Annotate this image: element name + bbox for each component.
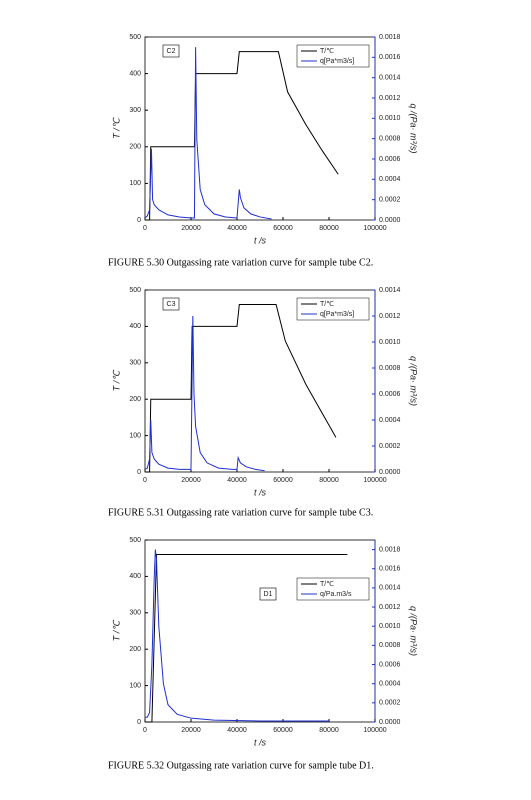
x-tick-label: 100000	[363, 477, 386, 484]
series-line	[144, 47, 272, 220]
x-tick-label: 60000	[273, 225, 293, 232]
annotation-box	[162, 44, 180, 58]
legend-label: q[Pa*m3/s]	[320, 58, 354, 65]
y-tick-label: 200	[129, 646, 141, 653]
annotation: D1	[264, 591, 273, 598]
y-tick-label: 400	[129, 573, 141, 580]
y-tick-label: 0	[137, 469, 141, 476]
y2-tick-label: 0.0014	[379, 75, 401, 82]
y-tick-label: 100	[129, 682, 141, 689]
y-axis-label: T /℃	[111, 117, 121, 138]
y2-tick-label: 0.0004	[379, 417, 401, 424]
x-tick-label: 100000	[363, 727, 386, 734]
y2-tick-label: 0.0000	[379, 217, 401, 224]
x-tick-label: 80000	[319, 225, 339, 232]
y2-tick-label: 0.0006	[379, 156, 401, 163]
y2-tick-label: 0.0016	[379, 566, 401, 573]
x-axis-label: t /s	[254, 487, 267, 497]
y-axis-label: T /℃	[111, 620, 121, 641]
x-tick-label: 20000	[181, 225, 201, 232]
annotation: C2	[167, 48, 176, 55]
figure-caption: FIGURE 5.31 Outgassing rate variation cu…	[108, 507, 373, 518]
y2-tick-label: 0.0008	[379, 365, 401, 372]
legend-label: T/℃	[320, 48, 334, 55]
x-tick-label: 100000	[363, 225, 386, 232]
y2-axis-label: q /(Pa· m³/s)	[409, 356, 419, 406]
y-axis-label: T /℃	[111, 370, 121, 391]
figure-caption: FIGURE 5.30 Outgassing rate variation cu…	[108, 257, 373, 268]
y2-tick-label: 0.0004	[379, 176, 401, 183]
x-tick-label: 40000	[227, 477, 247, 484]
y2-tick-label: 0.0006	[379, 661, 401, 668]
y2-tick-label: 0.0016	[379, 54, 401, 61]
y-tick-label: 0	[137, 719, 141, 726]
y2-tick-label: 0.0008	[379, 642, 401, 649]
series-line	[145, 549, 329, 722]
x-tick-label: 20000	[181, 727, 201, 734]
y2-tick-label: 0.0012	[379, 95, 401, 102]
y2-tick-label: 0.0012	[379, 604, 401, 611]
y2-tick-label: 0.0006	[379, 391, 401, 398]
x-tick-label: 60000	[273, 477, 293, 484]
legend-label: T/℃	[320, 301, 334, 308]
y2-tick-label: 0.0010	[379, 623, 401, 630]
x-tick-label: 40000	[227, 727, 247, 734]
y2-tick-label: 0.0008	[379, 136, 401, 143]
series-line	[145, 51, 339, 221]
y2-tick-label: 0.0018	[379, 546, 401, 553]
y2-tick-label: 0.0012	[379, 313, 401, 320]
y-tick-label: 400	[129, 70, 141, 77]
y2-tick-label: 0.0018	[379, 34, 401, 41]
y-tick-label: 300	[129, 610, 141, 617]
x-axis-label: t /s	[254, 737, 267, 747]
y-tick-label: 500	[129, 34, 141, 41]
x-tick-label: 0	[143, 225, 147, 232]
x-tick-label: 40000	[227, 225, 247, 232]
x-tick-label: 20000	[181, 477, 201, 484]
series-line	[145, 304, 337, 473]
x-tick-label: 0	[143, 727, 147, 734]
x-tick-label: 60000	[273, 727, 293, 734]
y2-tick-label: 0.0000	[379, 469, 401, 476]
x-tick-label: 0	[143, 477, 147, 484]
y2-tick-label: 0.0000	[379, 719, 401, 726]
y2-tick-label: 0.0014	[379, 585, 401, 592]
annotation: C3	[167, 301, 176, 308]
annotation-box	[162, 297, 180, 311]
y2-tick-label: 0.0014	[379, 287, 401, 294]
y-tick-label: 500	[129, 287, 141, 294]
y-tick-label: 300	[129, 360, 141, 367]
y2-tick-label: 0.0002	[379, 700, 401, 707]
y-tick-label: 200	[129, 144, 141, 151]
annotation-box	[259, 587, 277, 601]
series-line	[144, 315, 265, 472]
legend-label: q[Pa*m3/s]	[320, 311, 354, 318]
y2-axis-label: q /(Pa· m³/s)	[409, 606, 419, 656]
x-tick-label: 80000	[319, 477, 339, 484]
y-tick-label: 400	[129, 323, 141, 330]
y-tick-label: 100	[129, 432, 141, 439]
y2-tick-label: 0.0010	[379, 115, 401, 122]
y2-tick-label: 0.0010	[379, 339, 401, 346]
y2-tick-label: 0.0004	[379, 681, 401, 688]
x-axis-label: t /s	[254, 235, 267, 245]
y-tick-label: 500	[129, 537, 141, 544]
figure-caption: FIGURE 5.32 Outgassing rate variation cu…	[108, 760, 374, 771]
y-tick-label: 0	[137, 217, 141, 224]
series-line	[145, 554, 348, 723]
y-tick-label: 100	[129, 180, 141, 187]
y2-axis-label: q /(Pa· m³/s)	[409, 103, 419, 153]
y2-tick-label: 0.0002	[379, 443, 401, 450]
legend-label: T/℃	[320, 581, 334, 588]
y-tick-label: 300	[129, 107, 141, 114]
y-tick-label: 200	[129, 396, 141, 403]
y2-tick-label: 0.0002	[379, 197, 401, 204]
x-tick-label: 80000	[319, 727, 339, 734]
plot-frame	[144, 539, 376, 723]
legend-label: q/Pa.m3/s	[320, 591, 352, 598]
